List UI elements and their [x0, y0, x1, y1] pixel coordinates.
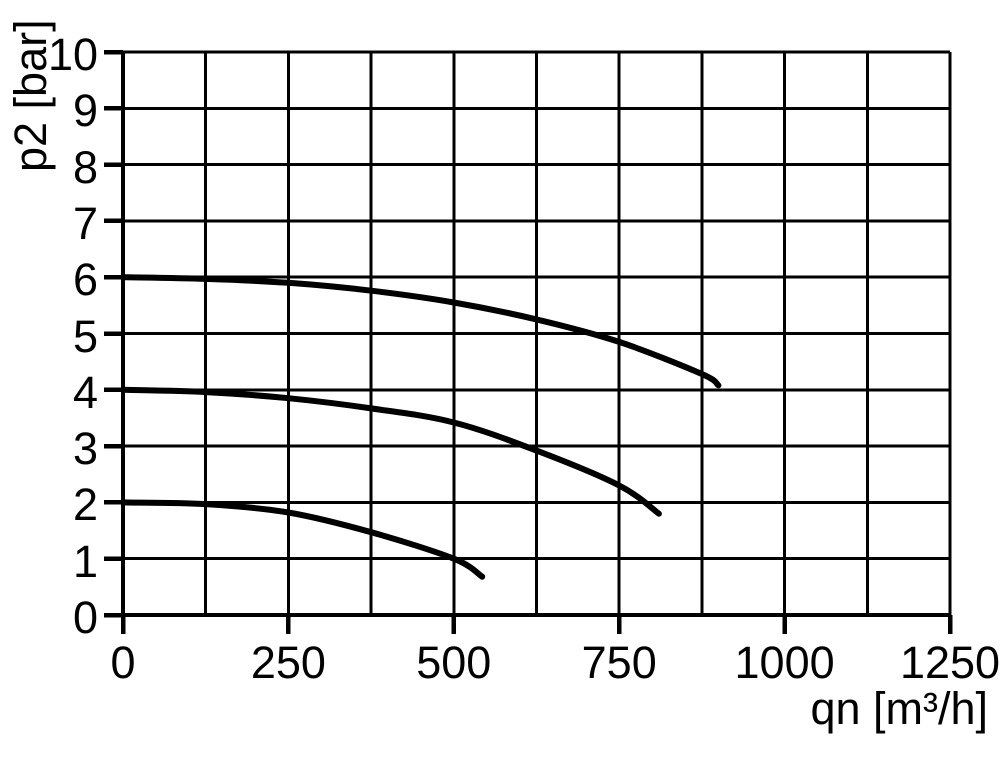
- x-tick-label: 1000: [734, 637, 835, 688]
- y-tick-label: 9: [72, 85, 98, 137]
- y-tick-label: 4: [72, 366, 98, 418]
- y-tick-label: 0: [72, 592, 98, 643]
- y-tick-label: 6: [72, 254, 98, 306]
- y-tick-label: 1: [72, 535, 98, 587]
- x-tick-label: 0: [110, 637, 136, 688]
- y-tick-label: 3: [72, 423, 98, 475]
- y-tick-label: 10: [47, 29, 98, 80]
- x-axis-title: qn [m³/h]: [810, 683, 988, 734]
- curve-start-2-bar: [120, 499, 486, 580]
- y-tick-label: 8: [72, 141, 98, 193]
- y-tick-label: 5: [72, 310, 98, 362]
- x-tick-label: 750: [581, 637, 657, 688]
- y-tick-label: 7: [72, 197, 98, 249]
- curve-start-6-bar: [120, 274, 722, 389]
- x-tick-label: 1250: [899, 637, 1000, 688]
- curve-start-4-bar: [120, 386, 662, 517]
- x-tick-label: 500: [416, 637, 492, 688]
- y-tick-label: 2: [72, 479, 98, 531]
- x-tick-label: 250: [250, 637, 326, 688]
